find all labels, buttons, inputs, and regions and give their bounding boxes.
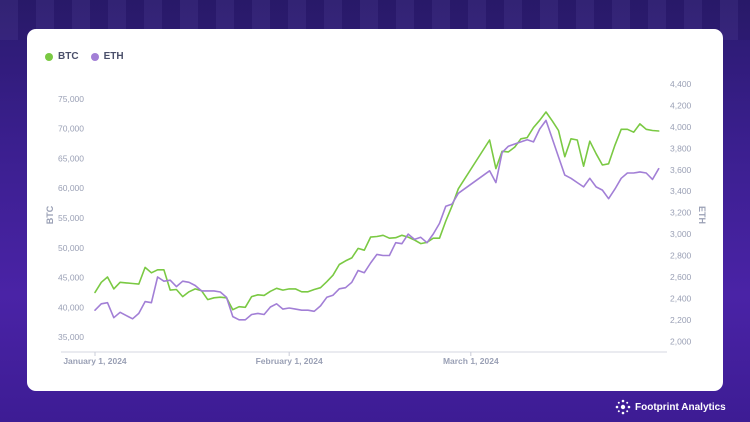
series-layer — [94, 111, 660, 321]
y-left-tick-label: 45,000 — [58, 273, 84, 283]
y-right-ticks: 4,400 4,200 4,000 3,800 3,600 3,400 3,200 3,000… — [670, 79, 692, 346]
y-left-tick-label: 35,000 — [58, 332, 84, 342]
y-right-tick-label: 3,000 — [670, 229, 692, 239]
legend-label-eth: ETH — [103, 51, 124, 62]
y-left-tick-label: 70,000 — [58, 124, 84, 134]
y-right-tick-label: 4,000 — [670, 122, 692, 132]
x-axis: January 1, 2024 February 1, 2024 March 1, … — [61, 351, 667, 366]
y-right-tick-label: 2,800 — [670, 251, 692, 261]
series-line-eth — [94, 119, 660, 321]
series-line-btc — [94, 111, 660, 311]
legend-item-eth[interactable]: ETH — [90, 51, 124, 62]
brand-name: Footprint Analytics — [635, 401, 726, 413]
y-right-tick-label: 3,400 — [670, 186, 692, 196]
y-left-ticks: 75,000 70,000 65,000 60,000 55,000 50,000 45,0… — [58, 94, 84, 342]
y-right-tick-label: 2,600 — [670, 272, 692, 282]
footprint-analytics-brand: Footprint Analytics — [615, 399, 726, 415]
y-left-tick-label: 75,000 — [58, 94, 84, 104]
footprint-logo-icon — [615, 399, 631, 415]
x-tick-label: March 1, 2024 — [443, 356, 499, 366]
y-left-tick-label: 50,000 — [58, 243, 84, 253]
x-tick-label: February 1, 2024 — [256, 356, 323, 366]
chart-legend: BTC ETH — [45, 51, 136, 62]
y-right-tick-label: 4,200 — [670, 100, 692, 110]
y-right-tick-label: 4,400 — [670, 79, 692, 89]
y-right-axis-label: ETH — [697, 206, 707, 224]
y-right-tick-label: 2,400 — [670, 293, 692, 303]
y-right-tick-label: 3,800 — [670, 143, 692, 153]
y-right-tick-label: 3,600 — [670, 165, 692, 175]
x-tick-label: January 1, 2024 — [63, 356, 127, 366]
y-right-tick-label: 2,000 — [670, 336, 692, 346]
y-left-tick-label: 55,000 — [58, 213, 84, 223]
legend-dot-btc — [45, 52, 53, 61]
line-chart: 75,000 70,000 65,000 60,000 55,000 50,000 45,0… — [45, 79, 707, 366]
y-left-axis-label: BTC — [45, 205, 55, 224]
chart-card: BTC ETH 75,000 70,000 65,000 60,000 55,000 50… — [27, 29, 723, 391]
y-right-tick-label: 2,200 — [670, 315, 692, 325]
y-right-tick-label: 3,200 — [670, 208, 692, 218]
y-left-tick-label: 60,000 — [58, 183, 84, 193]
legend-dot-eth — [90, 52, 99, 61]
y-left-tick-label: 40,000 — [58, 302, 84, 312]
legend-item-btc[interactable]: BTC — [45, 51, 79, 62]
y-left-tick-label: 65,000 — [58, 153, 84, 163]
legend-label-btc: BTC — [58, 51, 79, 62]
